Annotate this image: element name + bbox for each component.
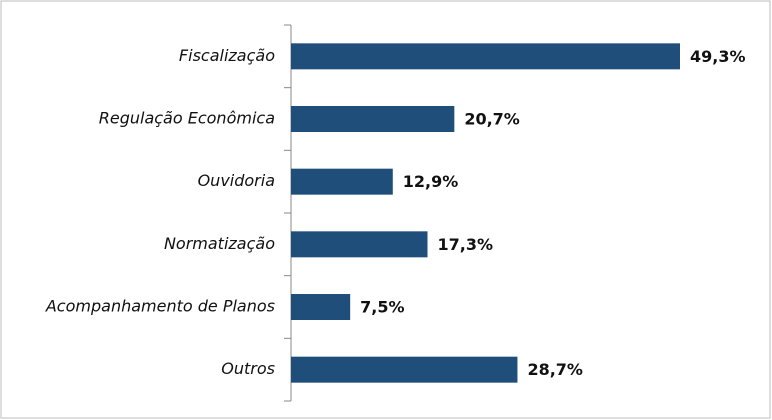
bar xyxy=(291,43,680,70)
data-label: 49,3% xyxy=(690,47,746,66)
bar xyxy=(291,356,518,383)
bar xyxy=(291,294,351,320)
data-label: 28,7% xyxy=(527,360,583,379)
data-label: 12,9% xyxy=(403,172,459,191)
data-label: 20,7% xyxy=(464,110,520,129)
category-label: Normatização xyxy=(164,234,275,253)
bar xyxy=(291,106,455,132)
category-label: Outros xyxy=(221,359,275,378)
data-label: 7,5% xyxy=(360,298,404,317)
category-label: Ouvidoria xyxy=(198,171,275,190)
category-label: Fiscalização xyxy=(179,46,275,65)
data-label: 17,3% xyxy=(438,235,494,254)
bar xyxy=(291,231,428,258)
category-label: Acompanhamento de Planos xyxy=(45,297,275,316)
category-label: Regulação Econômica xyxy=(99,109,275,128)
bar xyxy=(291,168,393,195)
